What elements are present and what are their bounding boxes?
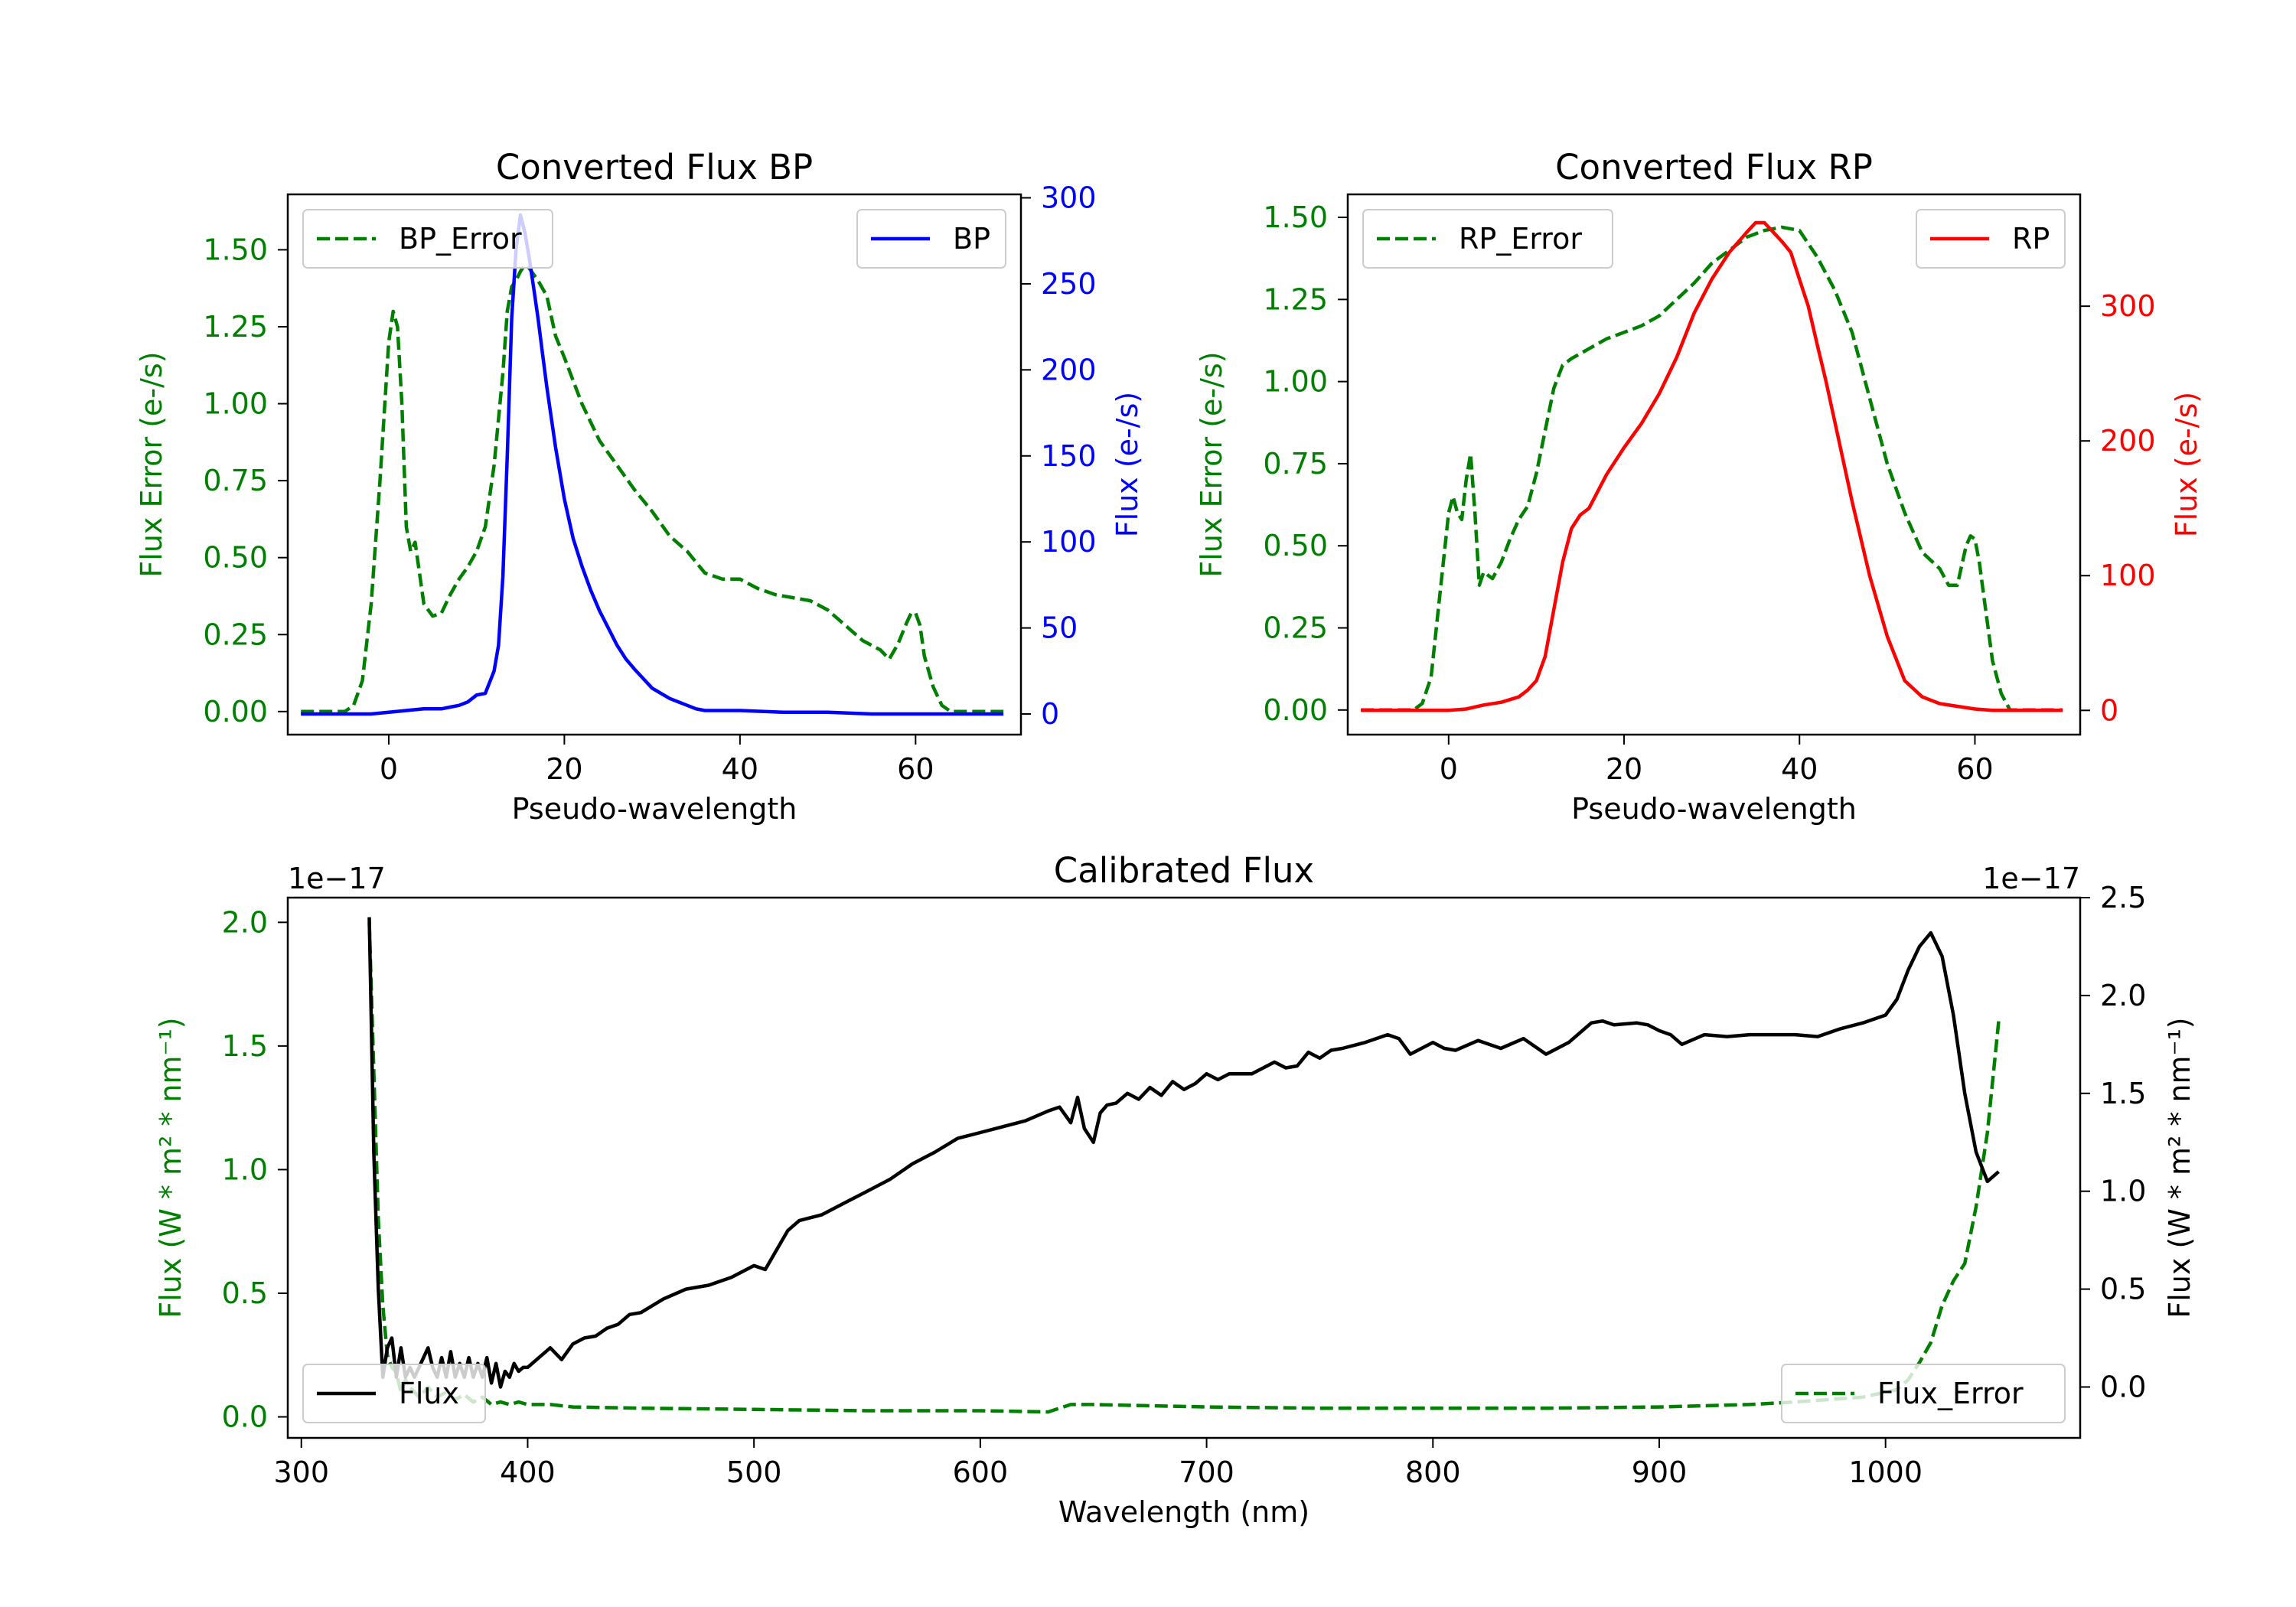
chart-calibrated-ytick-right-label: 1.0 <box>2100 1175 2146 1208</box>
chart-bp-ytick-right-label: 250 <box>1041 267 1097 301</box>
chart-rp-xtick-label: 20 <box>1606 752 1642 786</box>
chart-bp-legend-right: BP <box>856 209 1006 269</box>
chart-rp-ytick-left-label: 0.00 <box>1263 693 1328 727</box>
chart-calibrated-legend-left-box <box>302 1364 486 1423</box>
chart-rp-ytick-right-label: 0 <box>2100 693 2118 727</box>
chart-rp-ytick-left-label: 0.25 <box>1263 611 1328 645</box>
chart-calibrated-legend-right: Flux_Error <box>1781 1364 2066 1423</box>
chart-rp-xtick-label: 40 <box>1781 752 1818 786</box>
chart-calibrated-xtick-label: 900 <box>1632 1455 1688 1489</box>
chart-rp-legend-right-box <box>1916 209 2066 269</box>
chart-rp-ytick-left-label: 1.25 <box>1263 282 1328 316</box>
chart-calibrated-scale-label-right: 1e−17 <box>1982 862 2080 895</box>
chart-calibrated-ytick-left-label: 0.0 <box>222 1400 268 1434</box>
chart-calibrated-scale-label-left: 1e−17 <box>288 862 386 895</box>
chart-calibrated-ytick-right-label: 0.5 <box>2100 1273 2146 1306</box>
chart-calibrated-ytick-left-label: 1.5 <box>222 1029 268 1063</box>
chart-bp-xtick-label: 20 <box>546 752 582 786</box>
chart-bp-ytick-right-label: 0 <box>1041 697 1059 731</box>
chart-rp-ytick-right-label: 300 <box>2100 289 2156 323</box>
chart-bp-ytick-right-label: 50 <box>1041 611 1078 645</box>
chart-rp-legend-right-label: RP <box>2012 222 2050 256</box>
chart-rp-ytick-left-label: 0.50 <box>1263 529 1328 562</box>
chart-bp-ytick-left-label: 1.50 <box>203 233 268 266</box>
chart-calibrated-ytick-right-label: 2.0 <box>2100 979 2146 1012</box>
chart-calibrated-legend-right-box <box>1781 1364 2066 1423</box>
chart-bp-axes-frame <box>286 193 1022 736</box>
chart-calibrated-xtick-label: 300 <box>273 1455 329 1489</box>
chart-bp-xtick-label: 40 <box>722 752 758 786</box>
chart-bp-legend-right-label: BP <box>953 222 990 256</box>
chart-calibrated-ytick-right-label: 0.0 <box>2100 1370 2146 1403</box>
chart-calibrated: 300 400 500 600 700 800 900 1000 0.0 0.5 1.0 1.5 2.0… <box>154 850 2197 1529</box>
chart-rp-legend-right: RP <box>1916 209 2066 269</box>
chart-bp-xtick-label: 0 <box>380 752 398 786</box>
chart-bp-ylabel-left: Flux Error (e-/s) <box>135 351 168 577</box>
chart-calibrated-xtick-label: 700 <box>1179 1455 1234 1489</box>
chart-calibrated-legend-right-label: Flux_Error <box>1877 1377 2024 1410</box>
chart-calibrated-ytick-left-label: 0.5 <box>222 1276 268 1310</box>
chart-bp-ytick-left-label: 1.00 <box>203 387 268 421</box>
chart-rp: 0 20 40 60 0.00 0.25 0.50 0.75 1.00 1.25 1.50 0 100 2… <box>1195 147 2203 826</box>
chart-calibrated-xtick-label: 800 <box>1405 1455 1461 1489</box>
chart-bp-legend-left-label: BP_Error <box>399 222 522 256</box>
chart-calibrated-xlabel: Wavelength (nm) <box>1058 1495 1309 1529</box>
chart-calibrated-series-flux-error-line <box>367 922 2001 1414</box>
chart-rp-series-rp-error-line <box>1361 225 2063 712</box>
chart-bp-ytick-right-label: 300 <box>1041 181 1097 214</box>
chart-calibrated-legend-left: Flux <box>302 1364 486 1423</box>
chart-calibrated-ytick-right-label: 2.5 <box>2100 881 2146 914</box>
chart-bp-ytick-left-label: 0.00 <box>203 695 268 729</box>
chart-rp-ytick-left-label: 0.75 <box>1263 447 1328 481</box>
chart-rp-xlabel: Pseudo-wavelength <box>1571 792 1857 826</box>
chart-bp: 0 20 40 60 0.00 0.25 0.50 0.75 1.00 1.25 1.50 0 50 10… <box>135 147 1144 826</box>
chart-bp-legend-left-box <box>302 209 553 269</box>
chart-calibrated-ytick-left-label: 1.0 <box>222 1152 268 1186</box>
chart-calibrated-xtick-label: 1000 <box>1848 1455 1923 1489</box>
chart-bp-ytick-right-label: 200 <box>1041 353 1097 386</box>
chart-calibrated-xtick-label: 600 <box>953 1455 1009 1489</box>
chart-rp-axes-frame <box>1346 193 2082 736</box>
chart-rp-ytick-left-label: 1.00 <box>1263 365 1328 399</box>
chart-calibrated-series-flux-line <box>367 917 2000 1389</box>
chart-rp-series-rp-line <box>1361 220 2063 712</box>
chart-rp-ytick-right-label: 200 <box>2100 424 2156 458</box>
chart-bp-legend-left: BP_Error <box>302 209 553 269</box>
chart-bp-series-bp-error-line <box>301 263 1004 714</box>
chart-bp-ytick-right-label: 150 <box>1041 439 1097 473</box>
chart-calibrated-ylabel-left: Flux (W * m² * nm⁻¹) <box>154 1017 188 1318</box>
chart-rp-ytick-right-label: 100 <box>2100 559 2156 592</box>
chart-bp-title: Converted Flux BP <box>496 147 813 187</box>
chart-calibrated-ytick-left-label: 2.0 <box>222 905 268 939</box>
chart-rp-xtick-label: 0 <box>1440 752 1458 786</box>
chart-bp-xlabel: Pseudo-wavelength <box>512 792 797 826</box>
chart-calibrated-xtick-label: 500 <box>726 1455 782 1489</box>
chart-bp-ytick-left-label: 0.50 <box>203 541 268 575</box>
chart-bp-ytick-left-label: 0.25 <box>203 618 268 651</box>
chart-rp-ylabel-right: Flux (e-/s) <box>2170 392 2203 537</box>
chart-rp-legend-left: RP_Error <box>1362 209 1613 269</box>
chart-rp-ylabel-left: Flux Error (e-/s) <box>1195 351 1228 577</box>
chart-calibrated-legend-left-label: Flux <box>399 1377 459 1410</box>
chart-rp-xtick-label: 60 <box>1956 752 1993 786</box>
chart-bp-xtick-label: 60 <box>897 752 934 786</box>
chart-calibrated-ylabel-right: Flux (W * m² * nm⁻¹) <box>2163 1017 2197 1318</box>
chart-rp-legend-left-box <box>1362 209 1613 269</box>
chart-bp-ytick-right-label: 100 <box>1041 525 1097 559</box>
chart-calibrated-ytick-right-label: 1.5 <box>2100 1077 2146 1110</box>
chart-bp-ytick-left-label: 0.75 <box>203 464 268 497</box>
chart-bp-legend-right-box <box>856 209 1006 269</box>
chart-bp-series-bp-line <box>301 213 1004 716</box>
chart-rp-legend-left-label: RP_Error <box>1459 222 1582 256</box>
chart-calibrated-axes-frame <box>286 896 2082 1439</box>
chart-rp-ytick-left-label: 1.50 <box>1263 200 1328 234</box>
chart-bp-ylabel-right: Flux (e-/s) <box>1110 392 1144 537</box>
chart-calibrated-xtick-label: 400 <box>500 1455 556 1489</box>
chart-calibrated-title: Calibrated Flux <box>1054 850 1314 891</box>
chart-bp-ytick-left-label: 1.25 <box>203 310 268 344</box>
chart-rp-title: Converted Flux RP <box>1555 147 1873 187</box>
